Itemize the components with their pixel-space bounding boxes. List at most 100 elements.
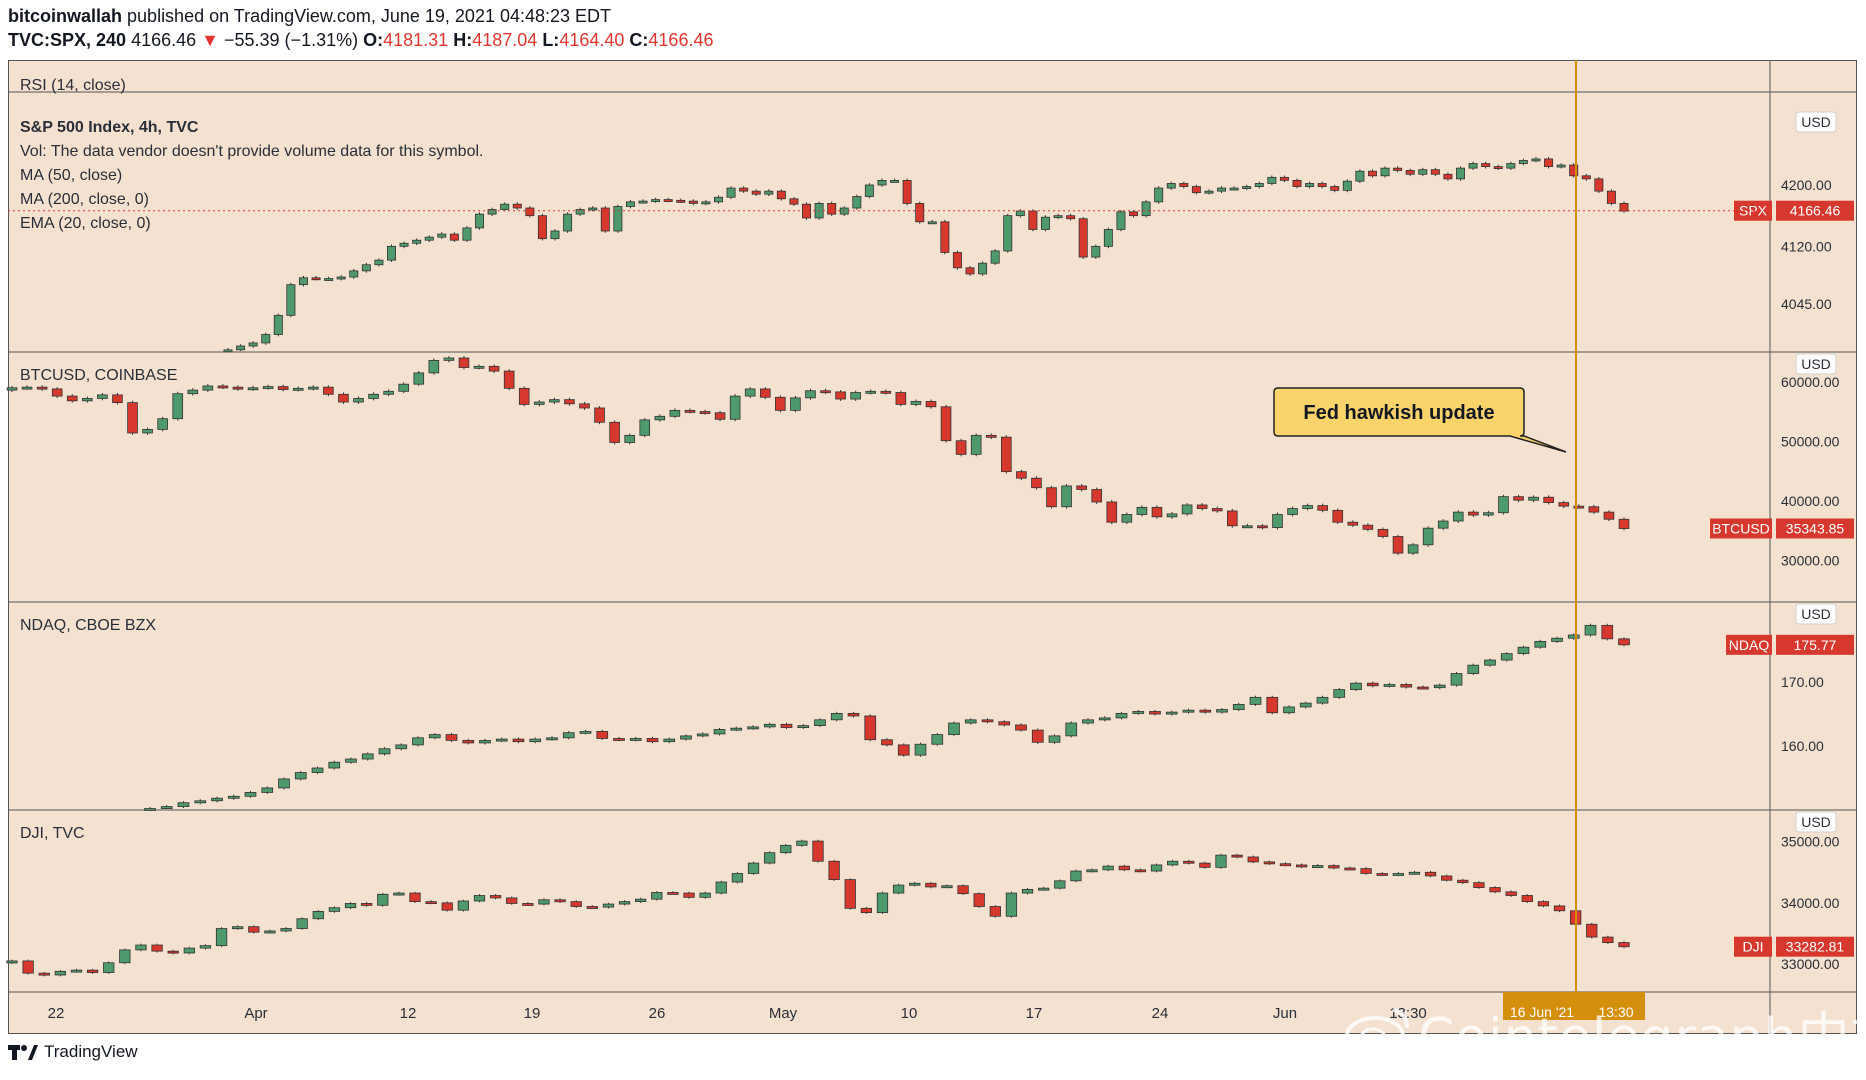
candle-ndaq[interactable] [412,737,424,746]
candle-spx[interactable] [449,233,459,241]
candle-btc[interactable] [1227,510,1238,527]
candle-dji[interactable] [183,947,195,954]
candle-dji[interactable] [489,895,502,899]
candle-spx[interactable] [1242,186,1252,189]
candle-spx[interactable] [1204,190,1214,194]
candle-ndaq[interactable] [931,734,944,745]
candle-btc[interactable] [1001,436,1012,473]
candle-ndaq[interactable] [562,732,575,739]
candle-btc[interactable] [790,397,801,411]
candle-btc[interactable] [805,390,816,399]
candle-btc[interactable] [458,357,470,368]
candle-dji[interactable] [796,840,808,846]
candle-dji[interactable] [1150,864,1163,872]
candle-ndaq[interactable] [864,715,877,741]
candle-dji[interactable] [151,944,163,952]
candle-spx[interactable] [713,196,723,203]
candle-spx[interactable] [361,264,371,272]
candle-ndaq[interactable] [1098,717,1111,721]
candle-spx[interactable] [927,221,937,225]
candle-btc[interactable] [1061,485,1072,508]
candle-dji[interactable] [1167,860,1179,866]
candle-ndaq[interactable] [1266,696,1279,714]
candle-btc[interactable] [1377,528,1389,537]
candle-ndaq[interactable] [311,767,324,773]
candle-ndaq[interactable] [1199,709,1212,713]
candle-ndaq[interactable] [227,795,240,799]
candle-btc[interactable] [940,406,952,442]
candle-btc[interactable] [684,409,696,413]
candle-dji[interactable] [1473,882,1485,888]
candle-dji[interactable] [651,892,663,900]
candle-spx[interactable] [500,203,510,210]
candle-btc[interactable] [202,385,214,391]
candle-dji[interactable] [1408,871,1421,875]
candle-spx[interactable] [1456,167,1465,180]
candle-dji[interactable] [989,906,1001,917]
candle-btc[interactable] [1136,506,1148,515]
candle-ndaq[interactable] [1567,634,1580,639]
candle-spx[interactable] [1141,201,1151,217]
candle-spx[interactable] [537,215,547,240]
author-name[interactable]: bitcoinwallah [8,6,123,26]
candle-ndaq[interactable] [1350,682,1362,691]
candle-btc[interactable] [51,388,63,397]
candle-ndaq[interactable] [345,758,357,763]
candle-btc[interactable] [1588,506,1600,513]
candle-btc[interactable] [639,419,651,436]
candle-dji[interactable] [1537,901,1550,907]
candle-spx[interactable] [1393,167,1403,171]
candle-spx[interactable] [1468,163,1478,169]
candle-btc[interactable] [1151,506,1163,518]
candle-dji[interactable] [103,962,115,973]
candle-ndaq[interactable] [964,719,977,724]
candle-spx[interactable] [437,233,447,238]
candle-btc[interactable] [323,386,334,395]
candle-btc[interactable] [1046,487,1057,508]
candle-spx[interactable] [613,206,623,232]
candle-spx[interactable] [802,203,812,219]
candle-ndaq[interactable] [730,727,743,731]
candle-btc[interactable] [1347,521,1359,526]
candle-btc[interactable] [398,383,409,392]
candle-dji[interactable] [570,901,582,907]
candle-spx[interactable] [588,207,598,211]
candle-ndaq[interactable] [428,734,441,739]
candle-ndaq[interactable] [144,808,156,811]
candle-ndaq[interactable] [1316,696,1329,704]
candle-ndaq[interactable] [1551,637,1563,642]
candle-btc[interactable] [714,412,726,420]
candle-btc[interactable] [654,415,666,421]
candle-dji[interactable] [1376,873,1388,876]
candle-dji[interactable] [1247,856,1259,863]
candle-btc[interactable] [1362,524,1374,530]
candle-spx[interactable] [1380,167,1390,177]
candle-spx[interactable] [1342,180,1352,191]
candle-ndaq[interactable] [1584,624,1597,636]
candle-spx[interactable] [298,277,308,286]
tradingview-logo[interactable]: TradingView [8,1042,138,1062]
candle-btc[interactable] [1558,502,1570,507]
candle-spx[interactable] [286,284,296,316]
candle-spx[interactable] [751,190,761,195]
candle-btc[interactable] [1528,496,1539,501]
candle-ndaq[interactable] [881,739,893,746]
candle-ndaq[interactable] [1517,646,1530,655]
candle-spx[interactable] [1443,173,1453,180]
candle-spx[interactable] [739,187,749,192]
candle-spx[interactable] [1191,186,1201,194]
candle-dji[interactable] [1344,867,1356,871]
candle-ndaq[interactable] [1484,659,1496,666]
candle-spx[interactable] [1116,211,1126,230]
candle-ndaq[interactable] [814,719,826,727]
candle-btc[interactable] [127,402,138,434]
candle-spx[interactable] [387,245,396,261]
candle-ndaq[interactable] [1149,711,1161,715]
candle-dji[interactable] [1328,865,1340,869]
candle-ndaq[interactable] [1366,682,1379,687]
candle-dji[interactable] [1489,887,1501,893]
candle-spx[interactable] [1015,210,1025,217]
candle-btc[interactable] [895,392,907,405]
candle-ndaq[interactable] [948,722,960,735]
